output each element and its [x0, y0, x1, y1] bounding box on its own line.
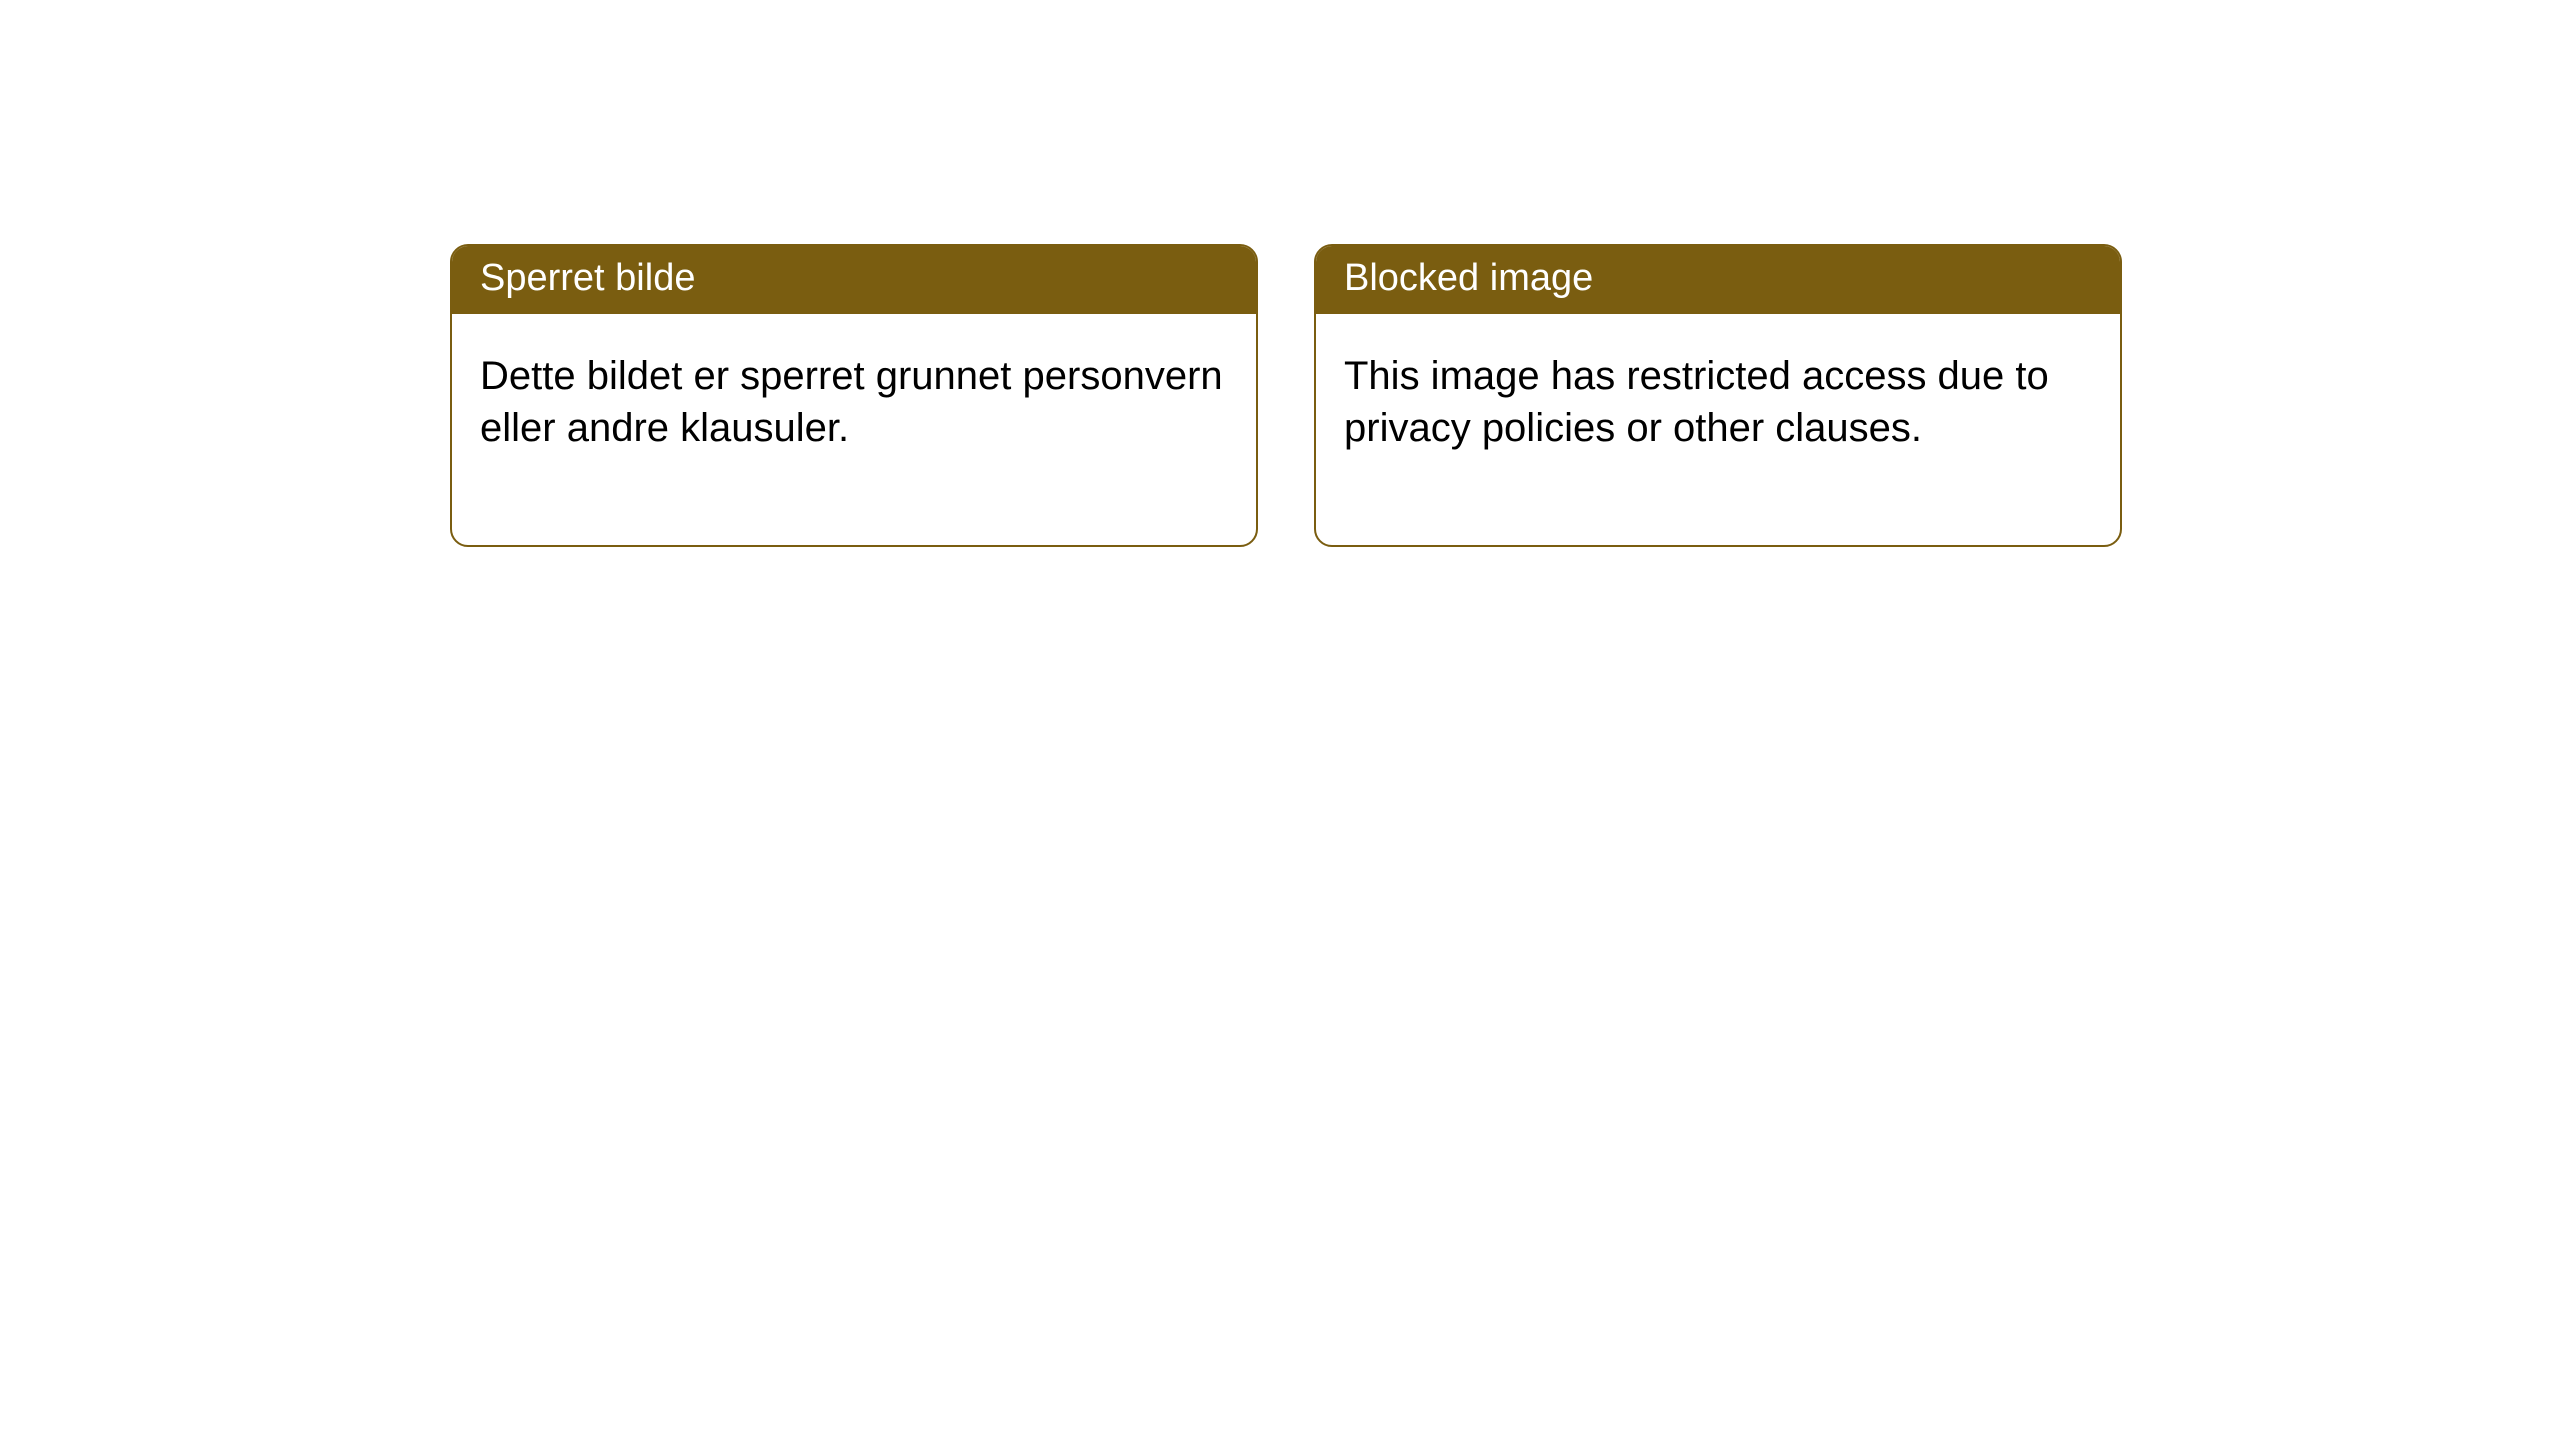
- notice-card-english: Blocked image This image has restricted …: [1314, 244, 2122, 547]
- card-header: Sperret bilde: [452, 246, 1256, 314]
- card-title: Blocked image: [1344, 257, 1593, 299]
- card-body: Dette bildet er sperret grunnet personve…: [452, 314, 1256, 546]
- notice-container: Sperret bilde Dette bildet er sperret gr…: [450, 244, 2122, 547]
- card-message: Dette bildet er sperret grunnet personve…: [480, 354, 1223, 451]
- card-title: Sperret bilde: [480, 257, 695, 299]
- card-header: Blocked image: [1316, 246, 2120, 314]
- notice-card-norwegian: Sperret bilde Dette bildet er sperret gr…: [450, 244, 1258, 547]
- card-body: This image has restricted access due to …: [1316, 314, 2120, 546]
- card-message: This image has restricted access due to …: [1344, 354, 2049, 451]
